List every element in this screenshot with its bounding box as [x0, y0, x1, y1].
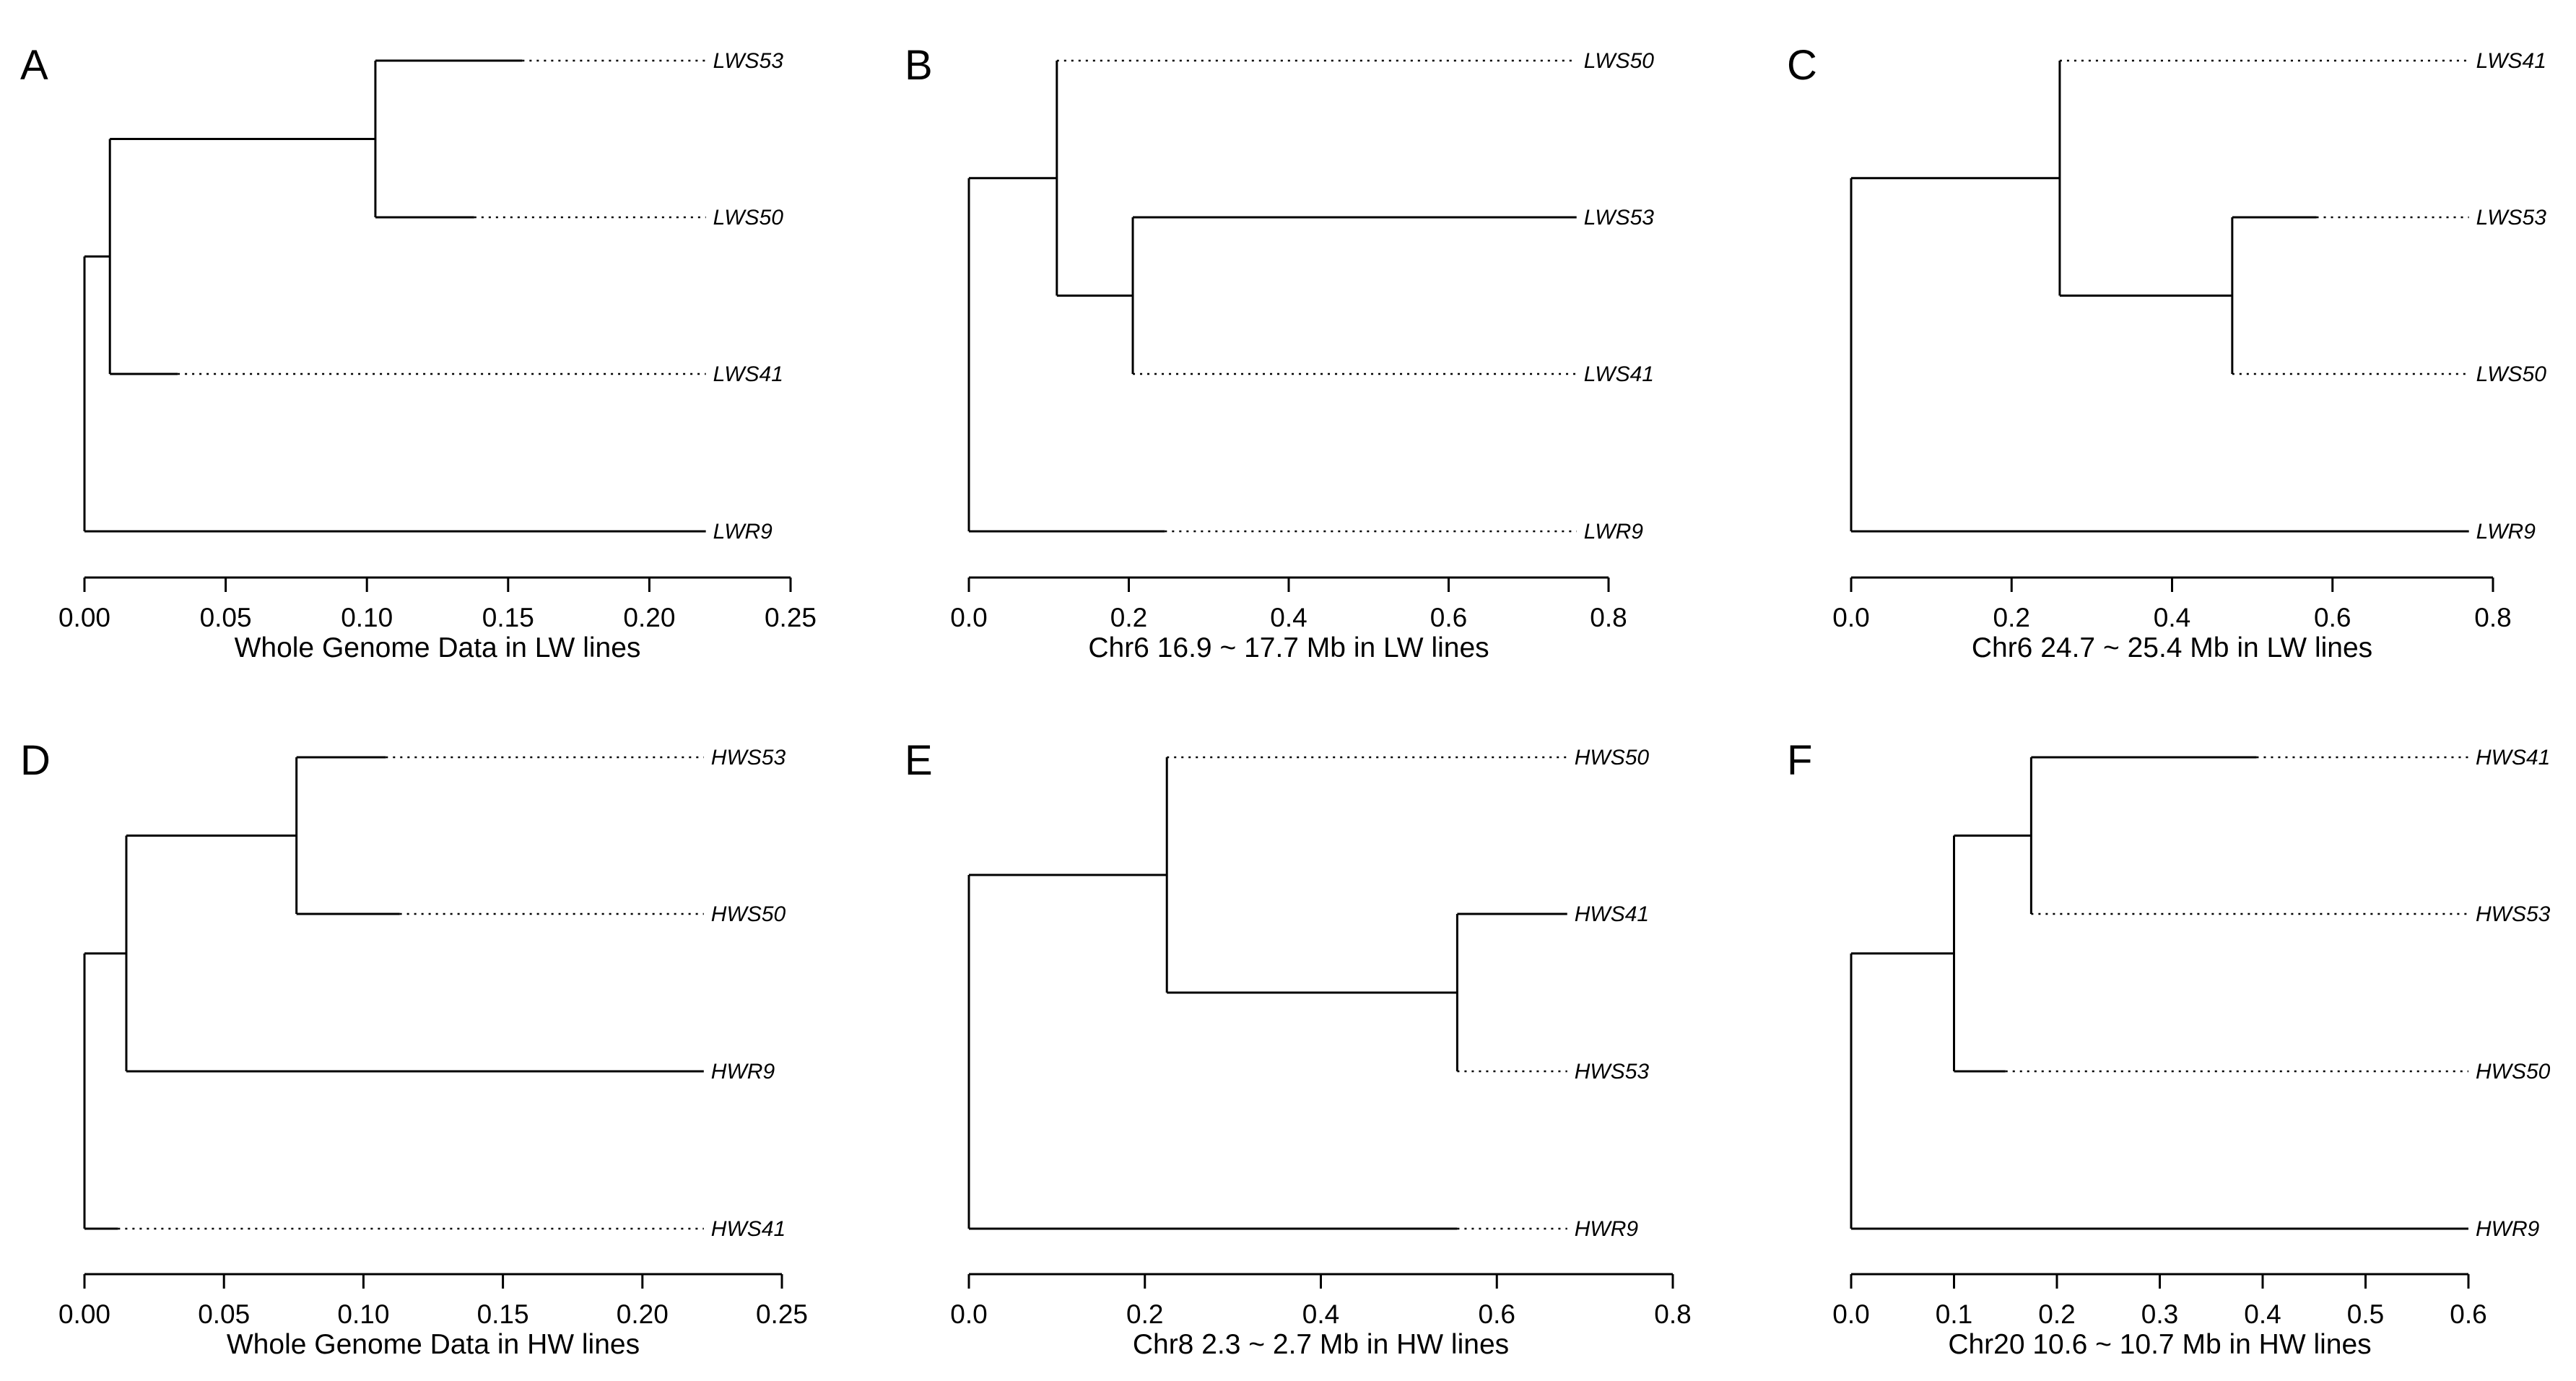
leaf-label: LWS41 — [713, 362, 783, 386]
x-tick-label: 0.4 — [1270, 603, 1307, 632]
x-tick-label: 0.0 — [1832, 1299, 1869, 1329]
leaf-label: LWR9 — [713, 520, 773, 544]
leaf-label: HWS41 — [2476, 746, 2550, 770]
x-tick-label: 0.2 — [1126, 1299, 1163, 1329]
x-tick-label: 0.0 — [1832, 603, 1869, 632]
leaf-label: HWS50 — [2476, 1060, 2551, 1084]
leaf-label: HWS53 — [2476, 902, 2551, 926]
x-tick-label: 0.0 — [950, 1299, 987, 1329]
leaf-label: LWS41 — [1584, 362, 1654, 386]
dendrogram-panel-e: E HWS50 HWS41 HWS53 HWR9 0.0 0.2 0.4 0.6 0.8 Chr8 … — [905, 737, 1692, 1360]
leaf-label: HWS41 — [711, 1217, 786, 1241]
leaf-label: HWS41 — [1575, 902, 1649, 926]
x-tick-label: 0.05 — [198, 1299, 250, 1329]
leaf-label: LWS50 — [1584, 49, 1655, 73]
x-tick-label: 0.4 — [2154, 603, 2190, 632]
panel-letter: A — [20, 42, 48, 89]
x-tick-label: 0.6 — [2450, 1299, 2486, 1329]
x-axis-label: Chr20 10.6 ~ 10.7 Mb in HW lines — [1948, 1329, 2371, 1360]
x-tick-label: 0.20 — [617, 1299, 669, 1329]
x-tick-label: 0.05 — [200, 603, 252, 632]
leaf-label: HWS50 — [1575, 746, 1650, 770]
x-tick-label: 0.8 — [1654, 1299, 1691, 1329]
x-tick-label: 0.10 — [337, 1299, 389, 1329]
x-tick-label: 0.8 — [2474, 603, 2511, 632]
x-tick-label: 0.1 — [1936, 1299, 1972, 1329]
leaf-label: LWS53 — [1584, 206, 1655, 230]
leaf-label: LWS50 — [2476, 362, 2547, 386]
x-axis-label: Chr6 16.9 ~ 17.7 Mb in LW lines — [1088, 632, 1489, 663]
panel-letter: D — [20, 737, 51, 784]
x-axis-label: Chr6 24.7 ~ 25.4 Mb in LW lines — [1972, 632, 2372, 663]
x-tick-label: 0.15 — [482, 603, 534, 632]
leaf-label: LWR9 — [1584, 520, 1644, 544]
leaf-label: LWS50 — [713, 206, 784, 230]
dendrogram-panel-f: F HWS41 HWS53 HWS50 HWR9 0.0 0.1 0.2 0.3 0.4 0.5 0.… — [1787, 737, 2551, 1360]
x-tick-label: 0.2 — [1993, 603, 2030, 632]
x-tick-label: 0.3 — [2141, 1299, 2178, 1329]
x-tick-label: 0.6 — [1479, 1299, 1515, 1329]
leaf-label: HWR9 — [2476, 1217, 2540, 1241]
x-tick-label: 0.10 — [341, 603, 393, 632]
x-axis-label: Whole Genome Data in LW lines — [235, 632, 641, 663]
dendrogram-panel-c: C LWS41 LWS53 LWS50 LWR9 0.0 0.2 0.4 0.6 0.8 Chr6 … — [1787, 42, 2546, 663]
x-tick-label: 0.6 — [2314, 603, 2351, 632]
x-tick-label: 0.2 — [2038, 1299, 2075, 1329]
x-axis-label: Whole Genome Data in HW lines — [227, 1329, 640, 1360]
dendrogram-panel-d: D HWS53 HWS50 HWR9 HWS41 0.00 0.05 0.10 0.15 0.20… — [20, 737, 808, 1360]
x-tick-label: 0.20 — [623, 603, 675, 632]
x-tick-label: 0.8 — [1590, 603, 1627, 632]
leaf-label: HWS50 — [711, 902, 786, 926]
leaf-label: HWR9 — [711, 1060, 775, 1084]
x-tick-label: 0.00 — [58, 1299, 110, 1329]
x-tick-label: 0.15 — [477, 1299, 529, 1329]
dendrogram-panel-a: A LWS53 LWS50 LWS41 LWR9 0.00 0.05 0.10 0.15 0.20… — [20, 42, 817, 663]
x-tick-label: 0.6 — [1430, 603, 1467, 632]
x-axis-label: Chr8 2.3 ~ 2.7 Mb in HW lines — [1133, 1329, 1509, 1360]
leaf-label: HWS53 — [1575, 1060, 1650, 1084]
x-tick-label: 0.25 — [765, 603, 817, 632]
leaf-label: LWS53 — [713, 49, 784, 73]
leaf-label: LWR9 — [2476, 520, 2536, 544]
leaf-label: LWS41 — [2476, 49, 2546, 73]
x-tick-label: 0.2 — [1110, 603, 1147, 632]
leaf-label: LWS53 — [2476, 206, 2547, 230]
x-tick-label: 0.25 — [756, 1299, 808, 1329]
x-tick-label: 0.5 — [2347, 1299, 2384, 1329]
panel-letter: C — [1787, 42, 1817, 89]
leaf-label: HWR9 — [1575, 1217, 1639, 1241]
dendrogram-panel-b: B LWS50 LWS53 LWS41 LWR9 0.0 0.2 0.4 0.6 0.8 Chr6 … — [905, 42, 1654, 663]
panel-letter: E — [905, 737, 933, 784]
x-tick-label: 0.4 — [2244, 1299, 2281, 1329]
panel-letter: B — [905, 42, 933, 89]
x-tick-label: 0.4 — [1302, 1299, 1339, 1329]
leaf-label: HWS53 — [711, 746, 786, 770]
panel-letter: F — [1787, 737, 1812, 784]
x-tick-label: 0.00 — [58, 603, 110, 632]
x-tick-label: 0.0 — [950, 603, 987, 632]
